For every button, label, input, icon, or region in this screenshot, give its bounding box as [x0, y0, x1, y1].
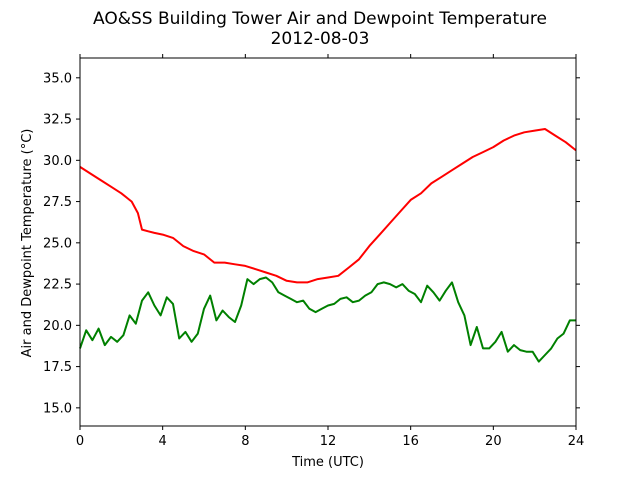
- series-layer: [79, 128, 577, 363]
- plot-frame: [79, 57, 577, 427]
- y-tick-label: 20.0: [43, 319, 72, 334]
- x-tick-label: 8: [241, 434, 249, 449]
- y-tick-label: 27.5: [43, 195, 72, 210]
- chart-subtitle: 2012-08-03: [271, 29, 370, 49]
- y-tick-label: 15.0: [43, 401, 72, 416]
- y-tick-label: 17.5: [43, 360, 72, 375]
- y-axis-label: Air and Dewpoint Temperature (°C): [20, 129, 35, 358]
- x-tick-label: 0: [76, 434, 84, 449]
- x-tick-label: 4: [159, 434, 167, 449]
- series-line-0: [79, 128, 577, 284]
- series-line-1: [79, 276, 576, 363]
- y-tick-label: 35.0: [43, 71, 72, 86]
- chart-title: AO&SS Building Tower Air and Dewpoint Te…: [93, 9, 547, 29]
- ticks-layer: 0 4 8 12 16 20 24 15.0 17.5 20.0 22.5 25.0 27.5 30.0 3…: [43, 54, 584, 449]
- x-tick-label: 12: [320, 434, 337, 449]
- x-tick-label: 16: [402, 434, 419, 449]
- x-tick-label: 24: [568, 434, 585, 449]
- y-tick-label: 30.0: [43, 154, 72, 169]
- x-axis-label: Time (UTC): [291, 455, 364, 470]
- y-tick-label: 22.5: [43, 278, 72, 293]
- x-tick-label: 20: [485, 434, 502, 449]
- y-tick-label: 32.5: [43, 113, 72, 128]
- y-tick-label: 25.0: [43, 236, 72, 251]
